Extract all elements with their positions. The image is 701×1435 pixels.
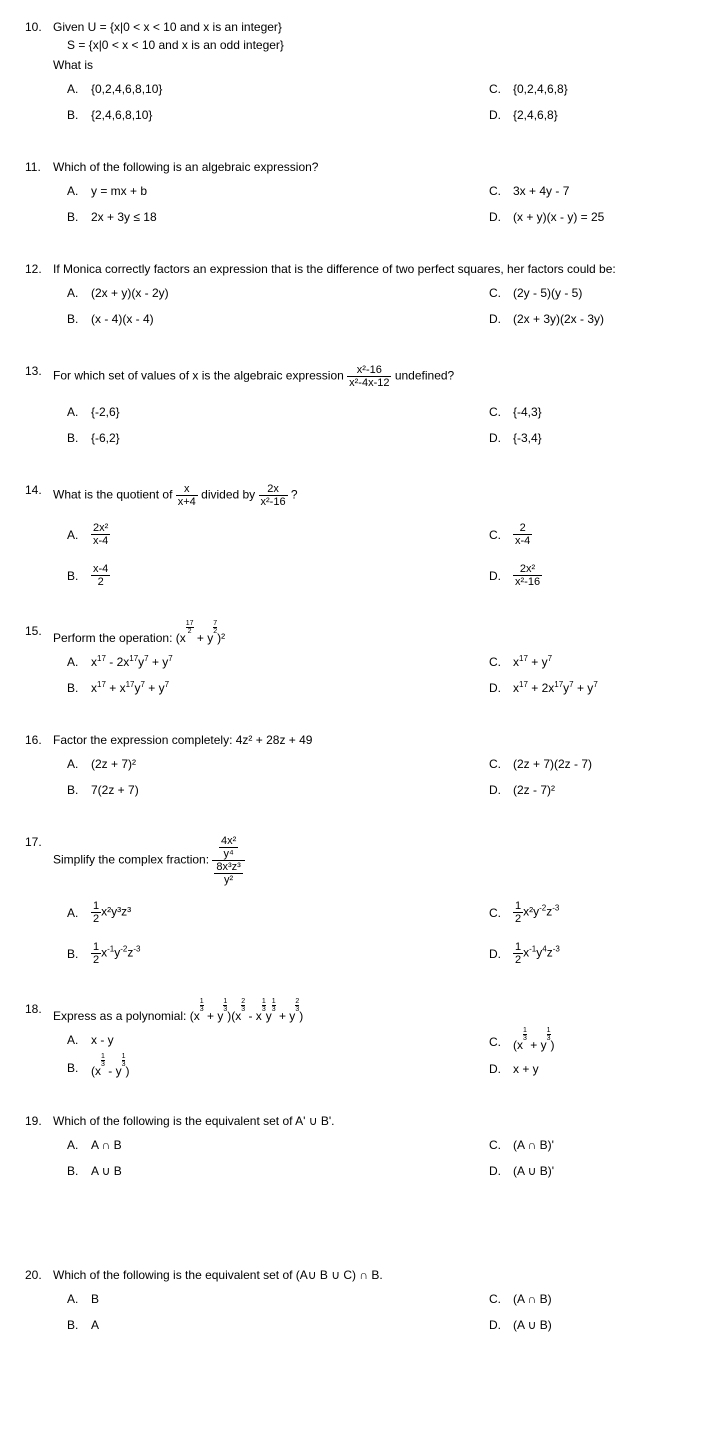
question-12: 12. If Monica correctly factors an expre…: [25, 262, 676, 336]
fraction: 2xx²-16: [259, 483, 288, 508]
opt-d: {2,4,6,8}: [513, 108, 558, 122]
opt-b: 2x + 3y ≤ 18: [91, 210, 157, 224]
opt-a: {-2,6}: [91, 405, 120, 419]
opt-a: x - y: [91, 1033, 114, 1047]
opt-a: (2x + y)(x - 2y): [91, 286, 169, 300]
q-text: Factor the expression completely: 4z² + …: [53, 733, 676, 747]
opt-d: (2x + 3y)(2x - 3y): [513, 312, 604, 326]
q-number: 10.: [25, 20, 53, 34]
q-number: 15.: [25, 624, 53, 645]
q-text: Express as a polynomial: (x13 + y13)(x23…: [53, 1002, 676, 1023]
question-11: 11. Which of the following is an algebra…: [25, 160, 676, 234]
question-20: 20. Which of the following is the equiva…: [25, 1268, 676, 1342]
opt-c: 3x + 4y - 7: [513, 184, 569, 198]
opt-b: x17 + x17y7 + y7: [91, 681, 169, 695]
opt-b: {-6,2}: [91, 431, 120, 445]
opt-b: x-42: [91, 563, 110, 588]
q-number: 13.: [25, 364, 53, 389]
opt-d-letter: D.: [489, 108, 513, 122]
opt-b: A ∪ B: [91, 1164, 122, 1178]
q-text: Perform the operation: (x172 + y72)²: [53, 624, 676, 645]
opt-d: (x + y)(x - y) = 25: [513, 210, 604, 224]
opt-d: 2x²x²-16: [513, 563, 542, 588]
q-number: 11.: [25, 160, 53, 174]
opt-a: B: [91, 1292, 99, 1306]
q-number: 14.: [25, 483, 53, 508]
opt-c: (x13 + y13): [513, 1031, 555, 1052]
opt-a: 2x²x-4: [91, 522, 110, 547]
question-14: 14. What is the quotient of xx+4 divided…: [25, 483, 676, 596]
opt-a: y = mx + b: [91, 184, 147, 198]
opt-c: (A ∩ B): [513, 1292, 552, 1306]
opt-b: (x13 - y13): [91, 1057, 129, 1078]
opt-a: (2z + 7)²: [91, 757, 136, 771]
opt-c: (2z + 7)(2z - 7): [513, 757, 592, 771]
question-19: 19. Which of the following is the equiva…: [25, 1114, 676, 1188]
question-13: 13. For which set of values of x is the …: [25, 364, 676, 455]
opt-c: (A ∩ B)': [513, 1138, 554, 1152]
opt-b-letter: B.: [67, 108, 91, 122]
opt-c: {-4,3}: [513, 405, 542, 419]
q-number: 16.: [25, 733, 53, 747]
fraction: x²-16x²-4x-12: [347, 364, 391, 389]
opt-a: x17 - 2x17y7 + y7: [91, 655, 173, 669]
opt-d: x17 + 2x17y7 + y7: [513, 681, 598, 695]
opt-b: 12x-1y-2z-3: [91, 941, 141, 966]
opt-b: 7(2z + 7): [91, 783, 139, 797]
opt-c: x17 + y7: [513, 655, 552, 669]
q-number: 18.: [25, 1002, 53, 1023]
opt-d: (A ∪ B): [513, 1318, 552, 1332]
opt-d: (2z - 7)²: [513, 783, 555, 797]
fraction: xx+4: [176, 483, 198, 508]
q-text: Given U = {x|0 < x < 10 and x is an inte…: [53, 20, 676, 34]
q-text: Which of the following is an algebraic e…: [53, 160, 676, 174]
question-17: 17. Simplify the complex fraction: 4x²y⁴…: [25, 835, 676, 974]
question-18: 18. Express as a polynomial: (x13 + y13)…: [25, 1002, 676, 1086]
question-10: 10. Given U = {x|0 < x < 10 and x is an …: [25, 20, 676, 132]
q-number: 19.: [25, 1114, 53, 1128]
q-text: For which set of values of x is the alge…: [53, 364, 676, 389]
opt-c: (2y - 5)(y - 5): [513, 286, 582, 300]
opt-c: {0,2,4,6,8}: [513, 82, 568, 96]
opt-a: A ∩ B: [91, 1138, 122, 1152]
opt-a: 12x²y³z³: [91, 900, 131, 925]
opt-c: 2x-4: [513, 522, 532, 547]
q-subtext: S = {x|0 < x < 10 and x is an odd intege…: [67, 38, 676, 52]
q-text: Simplify the complex fraction: 4x²y⁴ 8x³…: [53, 835, 676, 886]
q-text: Which of the following is the equivalent…: [53, 1114, 676, 1128]
opt-b: (x - 4)(x - 4): [91, 312, 154, 326]
opt-b: A: [91, 1318, 99, 1332]
question-16: 16. Factor the expression completely: 4z…: [25, 733, 676, 807]
opt-a: {0,2,4,6,8,10}: [91, 82, 162, 96]
question-15: 15. Perform the operation: (x172 + y72)²…: [25, 624, 676, 705]
q-number: 17.: [25, 835, 53, 886]
opt-b: {2,4,6,8,10}: [91, 108, 152, 122]
opt-a-letter: A.: [67, 82, 91, 96]
opt-d: (A ∪ B)': [513, 1164, 554, 1178]
q-text: If Monica correctly factors an expressio…: [53, 262, 676, 276]
opt-d: 12x-1y4z-3: [513, 941, 560, 966]
opt-d: {-3,4}: [513, 431, 542, 445]
q-text: Which of the following is the equivalent…: [53, 1268, 676, 1282]
opt-c: 12x²y-2z-3: [513, 900, 559, 925]
q-text: What is the quotient of xx+4 divided by …: [53, 483, 676, 508]
q-subtext: What is: [53, 58, 676, 72]
q-number: 20.: [25, 1268, 53, 1282]
q-number: 12.: [25, 262, 53, 276]
opt-d: x + y: [513, 1062, 539, 1076]
complex-fraction: 4x²y⁴ 8x³z³y²: [212, 835, 244, 886]
opt-c-letter: C.: [489, 82, 513, 96]
